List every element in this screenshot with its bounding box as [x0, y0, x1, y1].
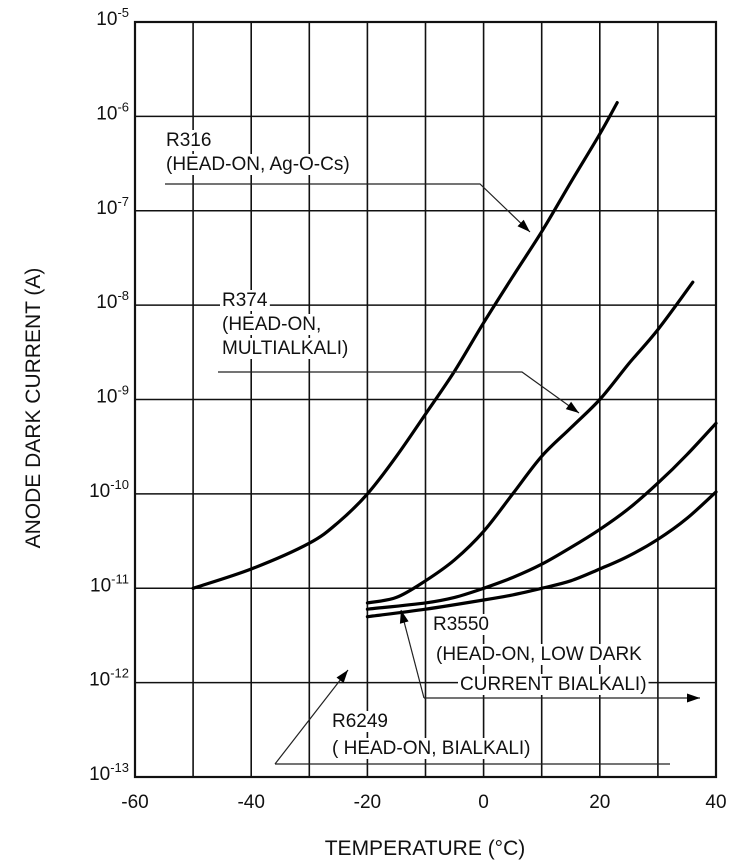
series-line-r374	[365, 280, 695, 605]
y-tick-label: 10-5	[96, 5, 129, 30]
annotation-background	[220, 290, 270, 311]
annotation-r3550: R3550 (HEAD-ON, LOW DARK CURRENT BIALKALI)	[431, 614, 649, 695]
annotation-line: ( HEAD-ON, BIALKALI)	[332, 738, 531, 759]
annotation-line: (HEAD-ON, Ag-O-Cs)	[166, 154, 350, 175]
annotation-line: CURRENT BIALKALI)	[460, 674, 647, 695]
leader-r6249	[274, 669, 349, 765]
annotation-background	[330, 738, 533, 759]
leader-r3550	[400, 609, 425, 699]
annotation-background	[220, 314, 324, 335]
x-tick-label: 0	[478, 792, 489, 813]
x-tick-label: -60	[121, 792, 148, 813]
annotation-r316: R316 (HEAD-ON, Ag-O-Cs)	[164, 130, 352, 175]
annotation-leaders	[165, 183, 700, 765]
annotations: R316 (HEAD-ON, Ag-O-Cs) R374 (HEAD-ON, MULTI…	[164, 130, 649, 759]
y-tick-label: 10-12	[89, 666, 129, 691]
leader-r3550-arrowhead	[399, 610, 409, 624]
x-tick-label: -20	[354, 792, 381, 813]
series-line-r6249	[365, 490, 718, 619]
plot-frame	[133, 20, 718, 779]
x-tick-label: 40	[705, 792, 726, 813]
y-tick-label: 10-6	[96, 99, 129, 124]
x-tick-label: 20	[589, 792, 610, 813]
annotation-background	[164, 130, 214, 151]
annotation-background	[434, 644, 645, 665]
leader-r374	[218, 371, 580, 414]
series-line-r316	[191, 101, 619, 590]
x-axis-title: TEMPERATURE (°C)	[325, 837, 526, 860]
annotation-background	[220, 338, 351, 359]
leader-r316-arrowhead	[517, 219, 530, 232]
leader-r3550-base-arrowhead	[687, 693, 700, 703]
y-tick-label: 10-8	[96, 288, 129, 313]
annotation-line: (HEAD-ON, LOW DARK	[436, 644, 642, 665]
annotation-background	[431, 614, 491, 635]
curves	[191, 101, 718, 619]
leader-r374-arrowhead	[565, 401, 579, 413]
annotation-r374: R374 (HEAD-ON, MULTIALKALI)	[220, 290, 351, 359]
y-tick-label: 10-10	[89, 477, 129, 502]
y-tick-label: 10-11	[90, 571, 129, 596]
annotation-line: R316	[166, 130, 211, 151]
y-tick-label: 10-9	[96, 383, 129, 408]
annotation-background	[458, 674, 649, 695]
leader-r6249-arrowhead	[336, 670, 348, 683]
annotation-background	[330, 711, 390, 732]
y-tick-label: 10-13	[89, 760, 129, 785]
leader-r316	[165, 183, 531, 233]
annotation-r6249: R6249 ( HEAD-ON, BIALKALI)	[330, 711, 533, 759]
tick-labels: -60 -40 -20 0 20 40 10-5 10-6 10-7 10-8 10-9 10-10 1…	[89, 5, 727, 813]
x-tick-label: -40	[237, 792, 264, 813]
annotation-line: MULTIALKALI)	[222, 338, 348, 359]
grid	[133, 20, 718, 779]
annotation-line: R374	[222, 290, 268, 311]
annotation-background	[164, 154, 352, 175]
y-tick-label: 10-7	[96, 194, 129, 219]
annotation-line: R3550	[433, 614, 489, 635]
annotation-line: (HEAD-ON,	[222, 314, 321, 335]
series-line-r3550	[365, 421, 718, 611]
annotation-line: R6249	[332, 711, 388, 732]
y-axis-title: ANODE DARK CURRENT (A)	[22, 268, 45, 549]
